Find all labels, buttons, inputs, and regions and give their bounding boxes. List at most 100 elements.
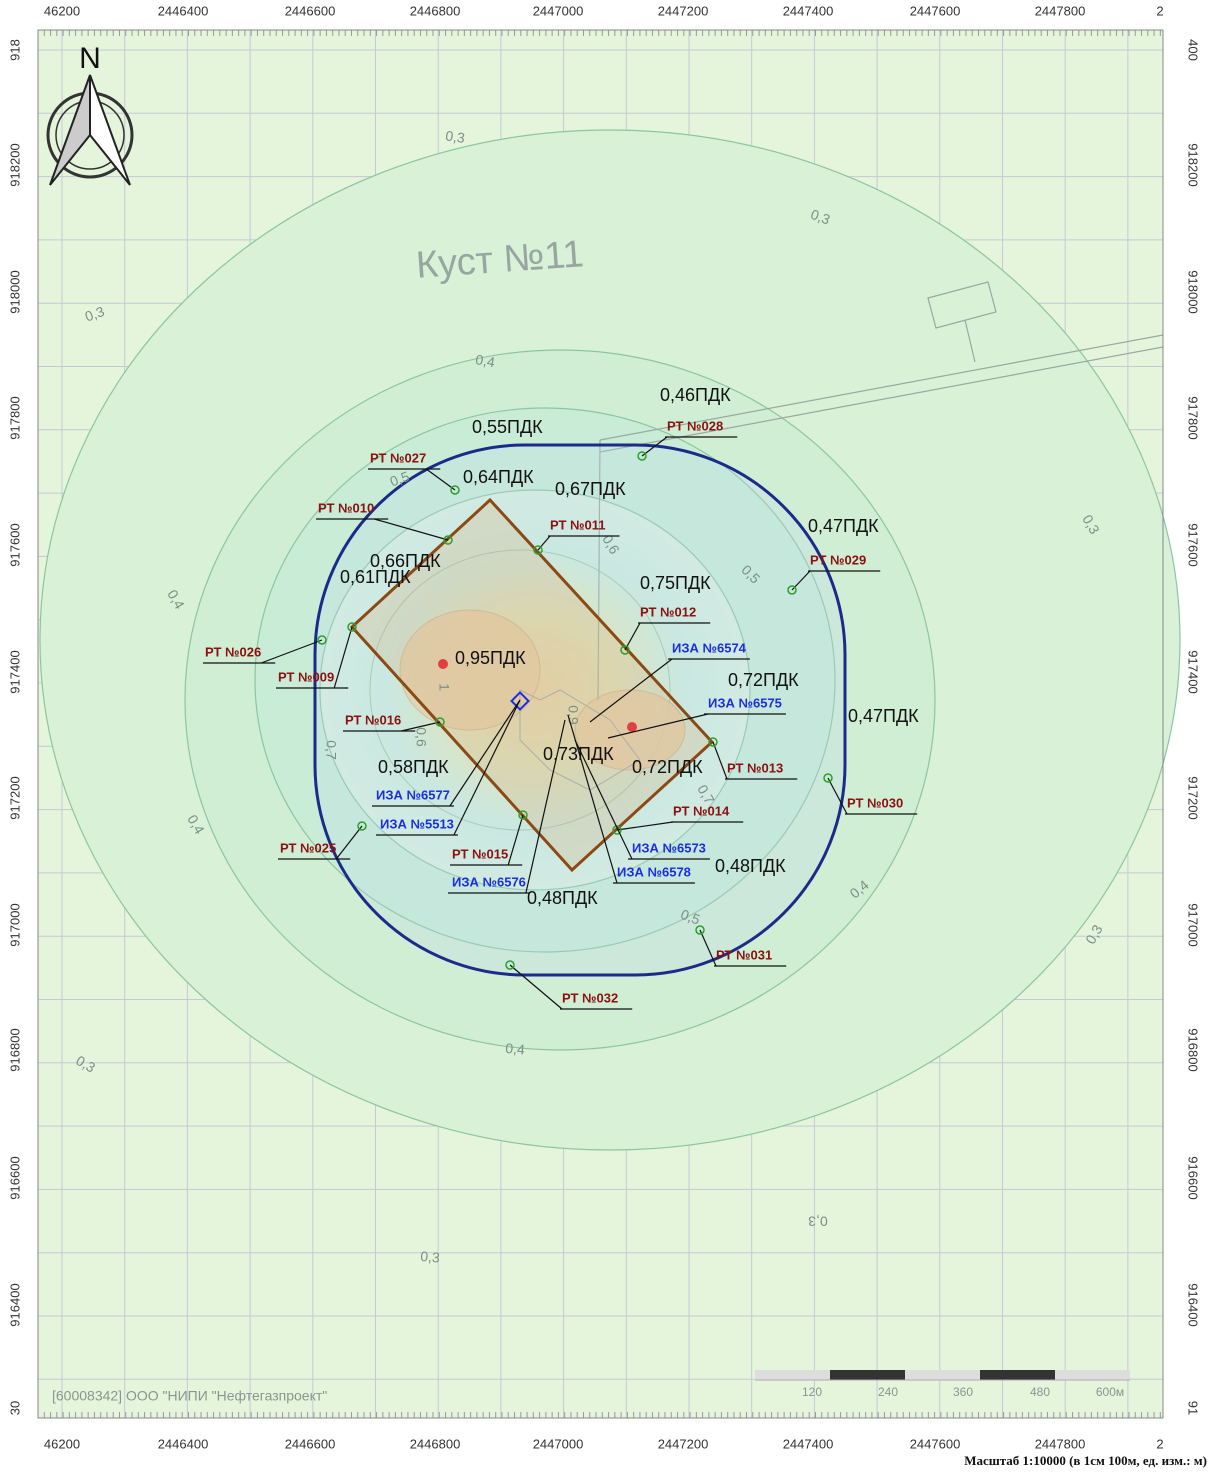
point-label: РТ №031 [716,947,772,962]
leader-line [453,699,521,836]
y-tick-label: 918000 [7,270,22,313]
leader-line [507,814,524,866]
scale-label: 120 [802,1385,822,1399]
leader-line [712,741,728,780]
leader-line [699,929,717,967]
point-label: РТ №025 [280,840,336,855]
road [597,334,1164,701]
contour-label: 0,5 [388,468,412,490]
calc-point [317,635,327,645]
source-label: ИЗА №6578 [617,864,691,879]
leader-line [509,964,563,1010]
scale-bar [755,1370,1130,1381]
y-tick-label: 917200 [1186,776,1201,819]
point-label: РТ №013 [727,760,783,775]
point-label: РТ №011 [550,517,606,532]
leader-line [525,719,566,894]
y-tick-label: 917000 [1186,903,1201,946]
x-tick-label: 2447800 [1035,3,1086,18]
y-tick-label: 917400 [7,650,22,693]
x-tick-label: 2447400 [783,3,834,18]
source-label: ИЗА №6574 [672,640,747,655]
calc-point [620,645,630,655]
leader-line [333,626,353,689]
concentration-label: 0,61ПДК [340,567,411,587]
scale-caption: Масштаб 1:10000 (в 1см 100м, ед. изм.: м… [964,1453,1207,1468]
y-tick-label: 916800 [1186,1028,1201,1071]
y-tick-label: 917600 [7,523,22,566]
point-label: РТ №015 [452,846,508,861]
concentration-label: 0,66ПДК [370,551,441,571]
y-tick-label: 918000 [1186,270,1201,313]
contour-label: 0,3 [808,1213,828,1229]
calc-point [435,717,445,727]
concentration-label: 0,48ПДК [527,888,598,908]
calc-point [695,925,705,935]
source-label: ИЗА №6573 [632,840,706,855]
concentration-label: 0,47ПДК [808,516,879,536]
contour-label: 0,3 [83,303,107,325]
site-boundary [349,497,715,873]
concentration-label: 0,48ПДК [715,856,786,876]
equipment [519,689,641,791]
y-tick-label: 918 [7,39,22,61]
source-point [510,691,530,711]
calc-point [347,622,357,632]
concentration-label: 0,58ПДК [378,757,449,777]
calc-point [823,773,833,783]
contour [369,549,671,831]
x-tick-label: 2447400 [783,1436,834,1451]
scale-label: 360 [953,1385,973,1399]
point-label: РТ №027 [370,450,426,465]
calc-point [450,485,460,495]
leader-line [335,825,363,860]
y-tick-label: 917000 [7,903,22,946]
source-point [627,722,637,732]
point-label: РТ №032 [562,990,618,1005]
concentration-label: 0,46ПДК [660,385,731,405]
contour-label: 0,3 [809,206,833,228]
leader-line [449,699,521,807]
leader-line [589,658,673,723]
leader-line [261,639,323,664]
source-point [438,659,448,669]
map-frame [37,29,1164,1419]
source-label: ИЗА №6577 [376,787,450,802]
contour-label: 1 [436,683,452,691]
point-label: РТ №010 [318,500,374,515]
y-tick-label: 916600 [1186,1156,1201,1199]
north-label: N [79,42,101,75]
calc-point [637,451,647,461]
point-label: РТ №012 [640,604,696,619]
company-label: [60008342] ООО "НИПИ "Нефтегазпроект" [52,1388,327,1404]
x-tick-label: 2447000 [533,3,584,18]
x-tick-label: 2 [1156,3,1163,18]
point-label: РТ №030 [847,795,903,810]
concentration-label: 0,55ПДК [472,417,543,437]
calc-point [505,960,515,970]
y-tick-label: 916800 [7,1028,22,1071]
y-tick-label: 917800 [7,396,22,439]
concentration-label: 0,67ПДК [555,479,626,499]
source-label: ИЗА №5513 [380,816,454,831]
concentration-label: 0,72ПДК [728,670,799,690]
concentration-label: 0,75ПДК [640,573,711,593]
leader-line [537,535,551,551]
y-tick-label: 91 [1186,1401,1201,1415]
concentration-label: 0,47ПДК [848,706,919,726]
point-label: РТ №016 [345,712,401,727]
y-tick-label: 917200 [7,776,22,819]
calc-point [533,545,543,555]
y-tick-label: 918200 [7,143,22,186]
x-tick-label: 2447600 [910,3,961,18]
x-tick-label: 2446400 [158,1436,209,1451]
source-label: ИЗА №6576 [452,874,526,889]
point-label: РТ №029 [810,552,866,567]
source-label: ИЗА №6575 [708,695,782,710]
x-tick-label: 2447600 [910,1436,961,1451]
x-tick-label: 2446800 [410,1436,461,1451]
contour-label: 0,4 [474,351,496,370]
y-tick-label: 30 [7,1401,22,1415]
x-tick-label: 2447800 [1035,1436,1086,1451]
